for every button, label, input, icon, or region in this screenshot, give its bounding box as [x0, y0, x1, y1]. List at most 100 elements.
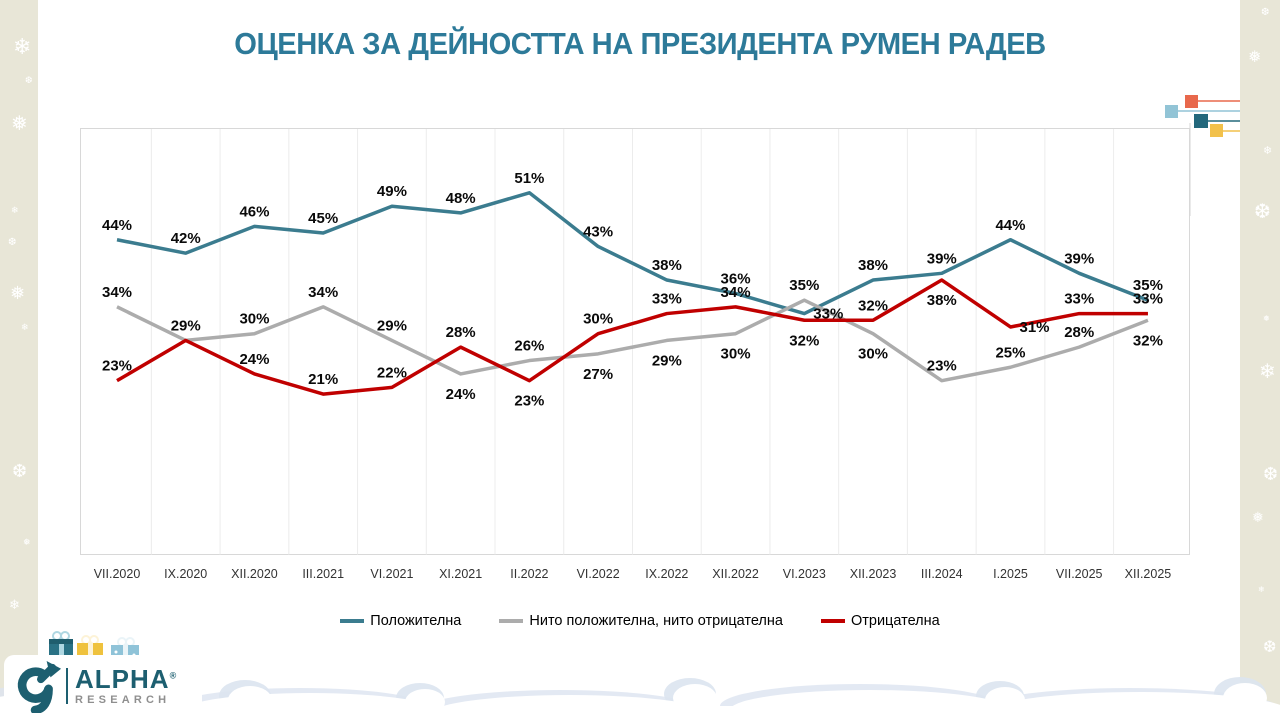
plot-border	[80, 128, 1190, 555]
x-axis-label: XII.2022	[712, 567, 759, 581]
data-label-negative: 23%	[102, 358, 132, 375]
chart-legend: Положителна Нито положителна, нито отриц…	[0, 613, 1280, 629]
snowflake-icon: ❄	[1258, 585, 1265, 594]
data-label-positive: 38%	[858, 257, 888, 274]
legend-swatch-positive	[340, 619, 365, 623]
data-label-negative: 22%	[377, 364, 407, 381]
legend-swatch-negative	[820, 619, 845, 623]
data-label-negative: 34%	[721, 284, 751, 301]
data-label-negative: 33%	[1133, 291, 1163, 308]
data-label-negative: 32%	[858, 297, 888, 314]
data-label-neutral: 29%	[171, 317, 201, 334]
x-axis-label: II.2022	[510, 567, 548, 581]
snowflake-icon: ❄	[11, 205, 19, 215]
legend-label-neutral: Нито положителна, нито отрицателна	[529, 613, 783, 629]
data-label-positive: 35%	[1133, 277, 1163, 294]
snowflake-icon: ❅	[23, 537, 31, 547]
data-label-positive: 49%	[377, 183, 407, 200]
data-label-neutral: 26%	[514, 338, 544, 355]
x-axis-label: VI.2021	[370, 567, 413, 581]
snowflake-icon: ❆	[1263, 639, 1277, 656]
data-label-negative: 33%	[1064, 291, 1094, 308]
x-axis-label: VI.2023	[783, 567, 826, 581]
data-label-positive: 39%	[1064, 250, 1094, 267]
data-label-neutral: 30%	[858, 346, 888, 363]
x-axis-label: XII.2023	[850, 567, 897, 581]
snowflake-icon: ❅	[11, 113, 28, 135]
snowflake-icon: ❆	[12, 461, 28, 481]
alpha-research-logo: ALPHA® RESEARCH	[4, 655, 202, 716]
snowflake-icon: ❄	[1263, 145, 1273, 157]
data-label-neutral: 35%	[789, 277, 819, 294]
legend-swatch-neutral	[499, 619, 524, 623]
data-label-negative: 33%	[652, 291, 682, 308]
x-axis-label: XII.2020	[231, 567, 278, 581]
legend-item-neutral: Нито положителна, нито отрицателна	[499, 613, 783, 629]
legend-label-positive: Положителна	[370, 613, 462, 629]
legend-label-negative: Отрицателна	[850, 613, 940, 629]
data-label-neutral: 30%	[721, 346, 751, 363]
snowflake-icon: ❆	[25, 75, 33, 85]
data-label-negative: 38%	[927, 292, 957, 309]
data-label-positive: 38%	[652, 257, 682, 274]
series-line-neutral	[116, 298, 1149, 383]
snowflake-icon: ❄	[13, 34, 32, 59]
data-label-negative: 30%	[583, 311, 613, 328]
data-label-positive: 46%	[239, 203, 269, 220]
snow-drift	[0, 677, 1280, 720]
data-label-positive: 44%	[995, 217, 1025, 234]
logo-word-research: RESEARCH	[75, 693, 171, 706]
chart-area: 44% 42% 46% 45% 49% 48% 51% 43% 38% 36% 33% 38% 39% 4…	[80, 128, 1190, 598]
snowflake-icon: ❆	[1263, 464, 1279, 484]
data-label-neutral: 27%	[583, 366, 613, 383]
data-label-negative: 24%	[239, 351, 269, 368]
x-axis-label: III.2021	[302, 567, 344, 581]
data-label-neutral: 23%	[927, 358, 957, 375]
snowflake-icon: ❅	[1248, 49, 1262, 66]
data-label-negative: 21%	[308, 371, 338, 388]
x-axis-label: VII.2020	[94, 567, 141, 581]
x-axis-label: I.2025	[993, 567, 1028, 581]
x-axis-label: IX.2022	[645, 567, 688, 581]
data-label-negative: 28%	[446, 324, 476, 341]
snowflake-icon: ❆	[8, 237, 17, 248]
data-label-neutral: 30%	[239, 311, 269, 328]
snowflake-icon: ❄	[9, 597, 20, 612]
data-label-neutral: 29%	[652, 352, 682, 369]
data-label-positive: 44%	[102, 217, 132, 234]
corner-decoration-graphic	[1165, 95, 1240, 216]
snowflake-icon: ❆	[1261, 7, 1270, 18]
data-label-neutral: 32%	[1133, 332, 1163, 349]
alpha-logo-glyph	[17, 660, 62, 713]
legend-item-positive: Положителна	[340, 613, 461, 629]
data-label-neutral: 34%	[308, 284, 338, 301]
logo-word-alpha: ALPHA®	[75, 663, 178, 694]
snowflake-icon: ❆	[1254, 201, 1271, 223]
data-label-negative: 23%	[514, 393, 544, 410]
snowflake-icon: ❅	[10, 283, 26, 303]
line-chart: 44% 42% 46% 45% 49% 48% 51% 43% 38% 36% 33% 38% 39% 4…	[80, 128, 1190, 581]
data-label-positive: 42%	[171, 230, 201, 247]
registered-mark: ®	[169, 669, 178, 680]
snowflake-icon: ❄	[1259, 361, 1276, 383]
data-label-positive: 39%	[927, 250, 957, 267]
x-axis-label: VII.2025	[1056, 567, 1103, 581]
data-label-positive: 48%	[446, 190, 476, 207]
x-axis-label: XII.2025	[1125, 567, 1172, 581]
page-title: ОЦЕНКА ЗА ДЕЙНОСТТА НА ПРЕЗИДЕНТА РУМЕН …	[234, 26, 1046, 61]
data-label-negative: 31%	[1019, 319, 1049, 336]
data-label-positive: 36%	[721, 270, 751, 287]
snowflake-icon: ❅	[1263, 314, 1270, 323]
data-label-negative: 32%	[789, 332, 819, 349]
x-axis-label: IX.2020	[164, 567, 207, 581]
logo-divider	[66, 667, 68, 704]
data-label-positive: 43%	[583, 223, 613, 240]
x-axis-label: XI.2021	[439, 567, 482, 581]
series-line-positive	[116, 191, 1149, 316]
data-label-positive: 45%	[308, 210, 338, 227]
snowflake-icon: ❄	[21, 322, 29, 332]
data-label-positive: 51%	[514, 170, 544, 187]
series-line-negative	[116, 278, 1148, 396]
x-axis-label: III.2024	[921, 567, 963, 581]
